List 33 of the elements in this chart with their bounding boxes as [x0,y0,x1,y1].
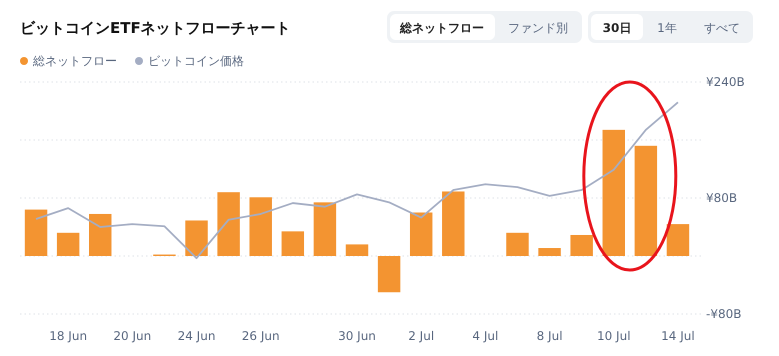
bar [185,220,208,256]
x-tick-label: 20 Jun [113,329,152,343]
bar [570,234,593,256]
bar [282,231,304,256]
bar [634,146,658,256]
bar [314,202,336,256]
line-series [35,101,679,260]
chart-title: ビットコインETFネットフローチャート [20,19,291,37]
bar [56,232,80,256]
bar [89,214,112,256]
x-tick-label: 26 Jun [242,329,280,343]
bar [378,256,400,292]
bar [410,212,432,256]
x-tick-label: 10 Jul [596,329,631,343]
y-tick-label: ¥80B [706,191,738,205]
x-tick-label: 14 Jul [661,329,695,343]
bar [24,210,48,256]
x-tick-label: 30 Jun [338,329,376,343]
y-tick-label: -¥80B [706,307,742,321]
bar [249,197,272,256]
x-tick-label: 4 Jul [472,329,498,343]
bar [538,248,561,256]
bar [346,244,368,256]
bar [442,191,465,256]
bar [666,224,690,256]
x-tick-label: 24 Jun [178,329,216,343]
x-tick-label: 18 Jun [49,329,88,343]
y-tick-label: ¥240B [706,75,745,89]
bar [602,130,625,256]
bar [506,232,529,256]
x-tick-label: 8 Jul [536,329,563,343]
x-tick-label: 2 Jul [408,329,434,343]
bar [217,192,240,256]
